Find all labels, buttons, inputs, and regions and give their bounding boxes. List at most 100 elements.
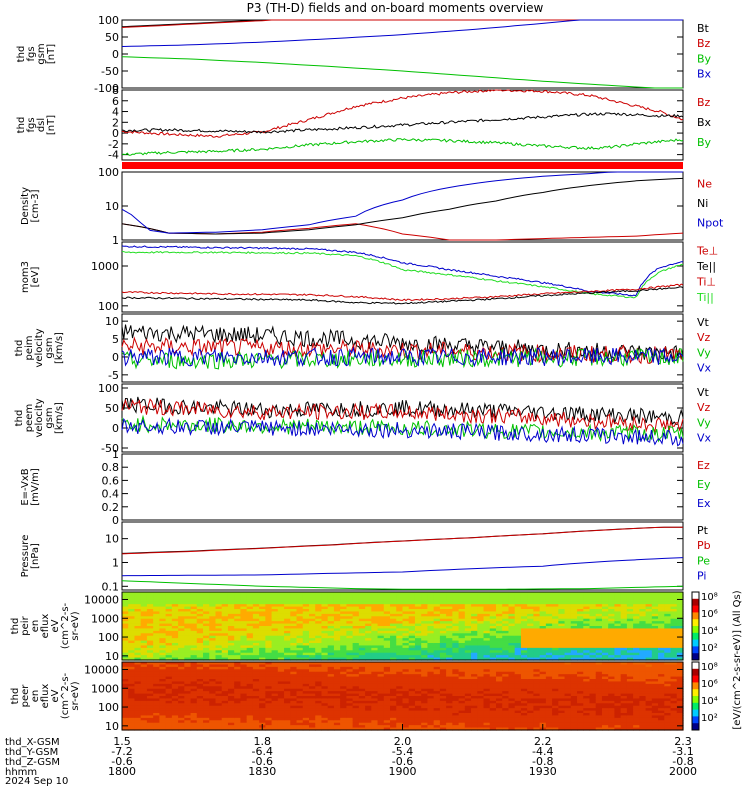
heatmap-cell: [477, 596, 485, 600]
heatmap-cell: [259, 720, 266, 724]
heatmap-cell: [502, 669, 510, 673]
heatmap-cell: [327, 693, 335, 697]
heatmap-cell: [352, 674, 360, 678]
heatmap-cell: [558, 601, 566, 605]
heatmap-cell: [371, 635, 379, 639]
heatmap-cell: [651, 630, 659, 634]
heatmap-cell: [159, 638, 167, 642]
heatmap-cell: [570, 720, 578, 724]
heatmap-cell: [489, 703, 497, 707]
heatmap-cell: [564, 601, 572, 605]
heatmap-cell: [383, 705, 391, 709]
heatmap-cell: [558, 679, 566, 683]
heatmap-cell: [146, 691, 154, 695]
heatmap-cell: [508, 662, 516, 666]
heatmap-cell: [296, 657, 304, 661]
heatmap-cell: [433, 679, 441, 683]
heatmap-cell: [165, 626, 173, 630]
legend-label: Vx: [697, 431, 712, 444]
heatmap-cell: [433, 708, 441, 712]
heatmap-cell: [464, 596, 472, 600]
heatmap-cell: [651, 650, 659, 654]
heatmap-cell: [352, 722, 360, 726]
heatmap-cell: [439, 676, 447, 680]
heatmap-cell: [452, 662, 460, 666]
heatmap-cell: [190, 696, 198, 700]
heatmap-cell: [545, 708, 553, 712]
panel-frame: [121, 313, 684, 383]
legend-label: Vz: [697, 401, 711, 414]
heatmap-cell: [390, 727, 397, 731]
heatmap-cell: [489, 683, 497, 687]
heatmap-cell: [483, 686, 491, 690]
heatmap-cell: [545, 628, 553, 632]
heatmap-cell: [601, 664, 609, 668]
heatmap-cell: [520, 688, 528, 692]
heatmap-cell: [508, 683, 516, 687]
heatmap-cell: [371, 652, 379, 656]
heatmap-cell: [427, 621, 435, 625]
heatmap-cell: [570, 708, 578, 712]
heatmap-cell: [589, 681, 597, 685]
heatmap-cell: [620, 691, 628, 695]
heatmap-cell: [502, 720, 510, 724]
heatmap-cell: [128, 657, 136, 661]
heatmap-cell: [134, 715, 142, 719]
heatmap-cell: [464, 613, 472, 617]
heatmap-cell: [315, 664, 323, 668]
heatmap-cell: [489, 621, 497, 625]
heatmap-cell: [433, 638, 441, 642]
heatmap-cell: [520, 710, 528, 714]
heatmap-cell: [383, 613, 391, 617]
heatmap-cell: [153, 601, 160, 605]
heatmap-cell: [496, 708, 503, 712]
heatmap-cell: [471, 640, 478, 644]
heatmap-cell: [333, 596, 341, 600]
heatmap-cell: [196, 594, 204, 598]
heatmap-cell: [608, 696, 616, 700]
heatmap-cell: [221, 688, 229, 692]
heatmap-cell: [508, 671, 516, 675]
heatmap-cell: [589, 599, 597, 603]
heatmap-cell: [427, 601, 435, 605]
heatmap-cell: [234, 650, 242, 654]
heatmap-cell: [651, 645, 659, 649]
heatmap-cell: [458, 720, 466, 724]
heatmap-cell: [146, 596, 154, 600]
heatmap-cell: [190, 652, 198, 656]
heatmap-cell: [564, 621, 572, 625]
heatmap-cell: [234, 635, 242, 639]
heatmap-cell: [583, 700, 591, 704]
heatmap-cell: [464, 604, 472, 608]
heatmap-cell: [265, 613, 273, 617]
heatmap-cell: [215, 613, 223, 617]
heatmap-cell: [414, 679, 422, 683]
heatmap-cell: [140, 662, 148, 666]
heatmap-cell: [259, 671, 266, 675]
heatmap-cell: [259, 635, 266, 639]
heatmap-cell: [408, 609, 416, 613]
heatmap-cell: [421, 676, 429, 680]
heatmap-cell: [340, 700, 347, 704]
heatmap-cell: [146, 645, 154, 649]
heatmap-cell: [271, 611, 279, 615]
heatmap-cell: [402, 693, 410, 697]
heatmap-cell: [552, 601, 559, 605]
heatmap-cell: [595, 722, 603, 726]
heatmap-cell: [290, 638, 298, 642]
heatmap-cell: [558, 623, 566, 627]
heatmap-cell: [408, 710, 416, 714]
heatmap-cell: [464, 710, 472, 714]
heatmap-cell: [309, 599, 316, 603]
heatmap-cell: [128, 616, 136, 620]
heatmap-cell: [539, 691, 547, 695]
heatmap-cell: [296, 693, 304, 697]
heatmap-cell: [452, 669, 460, 673]
heatmap-cell: [408, 693, 416, 697]
heatmap-cell: [284, 705, 291, 709]
heatmap-cell: [477, 693, 485, 697]
heatmap-cell: [583, 705, 591, 709]
heatmap-cell: [608, 643, 616, 647]
heatmap-cell: [371, 650, 379, 654]
heatmap-cell: [539, 679, 547, 683]
